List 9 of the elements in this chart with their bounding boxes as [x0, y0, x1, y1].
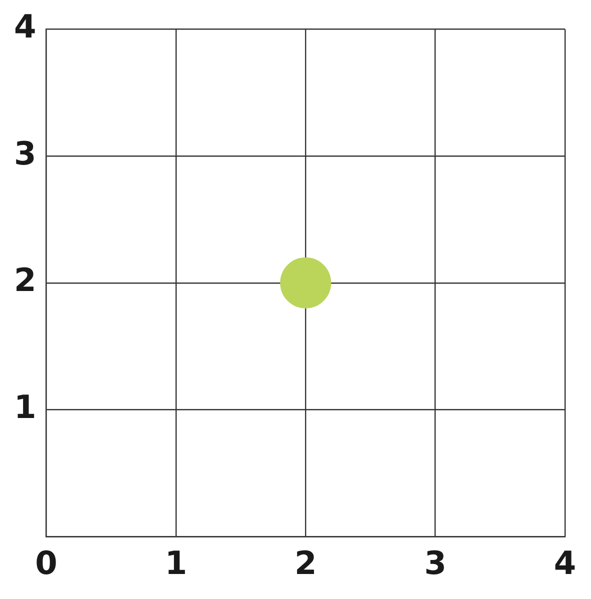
y-tick-label: 1 — [14, 388, 36, 426]
x-tick-label: 1 — [164, 544, 188, 582]
y-tick-label: 3 — [14, 134, 36, 172]
y-tick-label: 2 — [14, 261, 36, 300]
x-tick-label: 2 — [294, 544, 317, 582]
x-tick-label: 0 — [35, 544, 58, 582]
y-tick-label: 4 — [14, 8, 36, 46]
x-tick-label: 4 — [554, 544, 576, 582]
x-tick-label: 3 — [424, 544, 446, 582]
